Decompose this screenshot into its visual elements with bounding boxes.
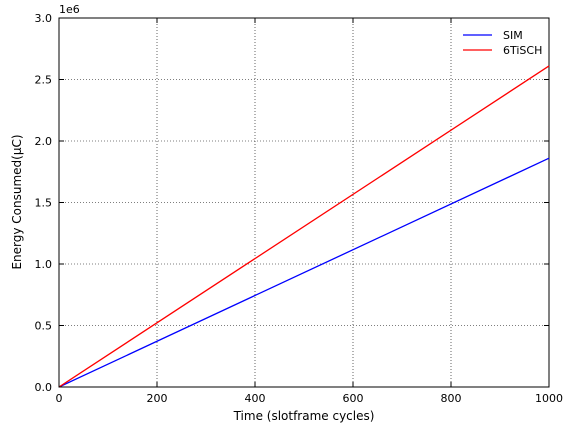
tick-layer: 0 200 400 600 800 1000 0.0 0.5 1.0 1.5 2.0 2.5 3.0: [35, 12, 564, 405]
legend-label-sim: SIM: [503, 29, 523, 42]
y-tick-label-1: 0.5: [35, 320, 53, 333]
y-tick-label-6: 3.0: [35, 12, 53, 25]
y-tick-label-3: 1.5: [35, 197, 53, 210]
y-tick-label-2: 1.0: [35, 258, 53, 271]
x-axis-label: Time (slotframe cycles): [233, 409, 375, 423]
y-tick-label-4: 2.0: [35, 135, 53, 148]
legend-label-6tisch: 6TiSCH: [503, 44, 542, 57]
y-tick-label-0: 0.0: [35, 381, 53, 394]
x-tick-label-1: 200: [147, 392, 168, 405]
y-tick-label-5: 2.5: [35, 74, 53, 87]
series-line-sim: [58, 157, 550, 388]
series-line-6tisch: [58, 65, 550, 388]
x-tick-label-0: 0: [56, 392, 63, 405]
y-axis-scale-label: 1e6: [59, 3, 80, 16]
y-axis-label: Energy Consumed(μC): [10, 134, 24, 269]
legend: SIM 6TiSCH: [463, 29, 542, 57]
series-layer: [58, 65, 550, 388]
x-tick-label-3: 600: [343, 392, 364, 405]
x-tick-label-2: 400: [245, 392, 266, 405]
x-tick-label-5: 1000: [535, 392, 563, 405]
x-tick-label-4: 800: [441, 392, 462, 405]
grid-layer: [59, 18, 549, 387]
